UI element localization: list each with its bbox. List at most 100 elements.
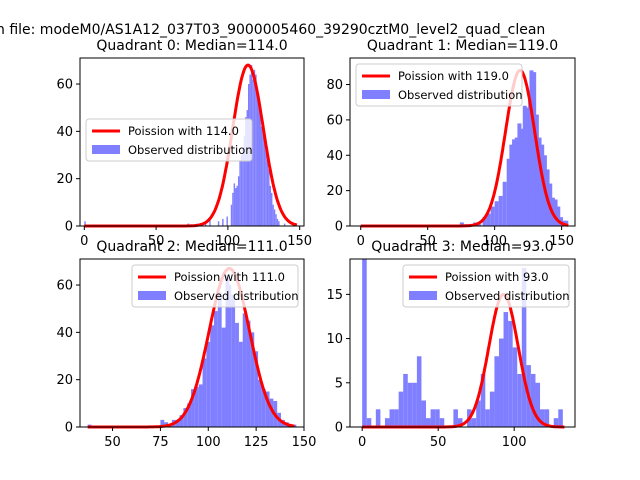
histogram-bar bbox=[403, 373, 408, 427]
axes-frame bbox=[349, 258, 576, 428]
y-tick-label: 20 bbox=[326, 184, 343, 199]
histogram-bar bbox=[222, 218, 224, 226]
histogram-bar bbox=[480, 373, 486, 427]
histogram-bar bbox=[278, 221, 280, 226]
histogram-bar bbox=[237, 176, 240, 226]
histogram-bar bbox=[426, 418, 431, 427]
histogram-bar bbox=[502, 181, 507, 226]
histogram-bar bbox=[375, 409, 381, 427]
histogram-bar bbox=[508, 320, 513, 427]
legend-line-label: Poission with 93.0 bbox=[445, 270, 549, 284]
histogram-bar bbox=[262, 131, 264, 226]
y-tick-label: 15 bbox=[326, 288, 343, 303]
histogram-bar bbox=[485, 409, 490, 427]
histogram-bar bbox=[263, 140, 266, 226]
histogram-bar bbox=[179, 415, 184, 427]
legend-frame bbox=[355, 63, 523, 107]
histogram-bar bbox=[512, 139, 517, 226]
histogram-bar bbox=[558, 409, 563, 427]
histogram-bar bbox=[210, 325, 215, 427]
x-tick-label: 50 bbox=[419, 234, 436, 249]
y-tick-label: 40 bbox=[326, 149, 343, 164]
histogram-bar bbox=[498, 338, 504, 427]
histogram-bar bbox=[175, 419, 180, 427]
histogram-bar bbox=[362, 259, 367, 427]
histogram-bar bbox=[217, 221, 220, 226]
y-tick-label: 5 bbox=[335, 376, 343, 391]
histogram-bar bbox=[235, 322, 239, 427]
histogram-bar bbox=[233, 183, 236, 226]
histogram-bar bbox=[486, 213, 491, 226]
legend-line-label: Poission with 119.0 bbox=[398, 69, 509, 83]
legend: Poission with 111.0 Observed distribution bbox=[131, 264, 299, 308]
histogram-bar bbox=[453, 409, 458, 427]
histogram-bar bbox=[421, 400, 427, 427]
histogram-bar bbox=[260, 126, 263, 226]
histogram-bar bbox=[202, 358, 207, 427]
histogram-bar bbox=[254, 351, 259, 427]
y-tick-label: 0 bbox=[65, 421, 73, 436]
histogram-bar bbox=[209, 218, 211, 226]
histogram-bar bbox=[252, 79, 254, 226]
y-tick-label: 10 bbox=[326, 332, 343, 347]
histogram-bar bbox=[276, 218, 279, 226]
histogram-bar bbox=[245, 117, 247, 226]
y-tick-label: 60 bbox=[56, 279, 73, 294]
x-tick-label: 0 bbox=[357, 234, 365, 249]
legend-frame bbox=[131, 264, 299, 308]
histogram-bar bbox=[556, 206, 561, 226]
y-tick-label: 0 bbox=[335, 220, 343, 235]
histogram-bar bbox=[459, 222, 464, 226]
histogram-bar bbox=[530, 373, 536, 427]
histogram-bar bbox=[243, 136, 246, 226]
histogram-bar bbox=[457, 418, 463, 427]
histogram-bar bbox=[535, 382, 541, 427]
legend-hist-label: Observed distribution bbox=[445, 289, 570, 303]
legend-hist-label: Observed distribution bbox=[398, 88, 523, 102]
histogram-bar bbox=[521, 267, 527, 427]
histogram-bar bbox=[240, 155, 243, 226]
subplot-title: Quadrant 1: Median=119.0 bbox=[367, 38, 558, 54]
histogram-bar bbox=[407, 382, 413, 427]
x-tick-label: 125 bbox=[244, 435, 269, 450]
y-tick-label: 60 bbox=[56, 78, 73, 93]
histogram-bar bbox=[509, 144, 514, 226]
histogram-bar bbox=[540, 144, 545, 226]
subplot-title: Quadrant 3: Median=93.0 bbox=[371, 239, 553, 255]
legend-hist-swatch bbox=[362, 90, 390, 99]
figure-suptitle: n file: modeM0/AS1A12_037T03_9000005460_… bbox=[0, 22, 545, 38]
legend-hist-swatch bbox=[138, 291, 166, 300]
histogram-bar bbox=[227, 285, 232, 427]
histogram-bar bbox=[389, 409, 395, 427]
histogram-bar bbox=[253, 69, 256, 226]
histogram-bar bbox=[416, 356, 422, 427]
legend: Poission with 119.0 Observed distribution bbox=[355, 63, 523, 107]
legend-hist-swatch bbox=[92, 145, 120, 154]
histogram-bar bbox=[540, 409, 545, 427]
x-tick-label: 50 bbox=[104, 435, 121, 450]
histogram-bar bbox=[242, 313, 247, 427]
histogram-bar bbox=[273, 209, 276, 226]
histogram-bar bbox=[398, 391, 404, 427]
y-tick-label: 80 bbox=[326, 78, 343, 93]
legend-hist-swatch bbox=[409, 291, 437, 300]
histogram-bar bbox=[242, 147, 244, 226]
histogram-bar bbox=[265, 150, 267, 226]
y-tick-label: 40 bbox=[56, 326, 73, 341]
histogram-bar bbox=[553, 418, 559, 427]
histogram-bar bbox=[268, 169, 270, 226]
axes-frame bbox=[79, 57, 305, 227]
histogram-bar bbox=[183, 408, 188, 427]
histogram-bar bbox=[494, 356, 499, 427]
histogram-bar bbox=[84, 221, 86, 226]
histogram-bar bbox=[503, 312, 509, 427]
histogram-bar bbox=[266, 159, 269, 226]
histogram-bar bbox=[534, 114, 539, 226]
histogram-bar bbox=[498, 195, 503, 226]
histogram-bar bbox=[269, 398, 274, 427]
histogram-bar bbox=[482, 217, 487, 226]
histogram-bar bbox=[250, 332, 255, 427]
histogram-bar bbox=[412, 382, 417, 427]
histogram-bar bbox=[384, 418, 390, 427]
